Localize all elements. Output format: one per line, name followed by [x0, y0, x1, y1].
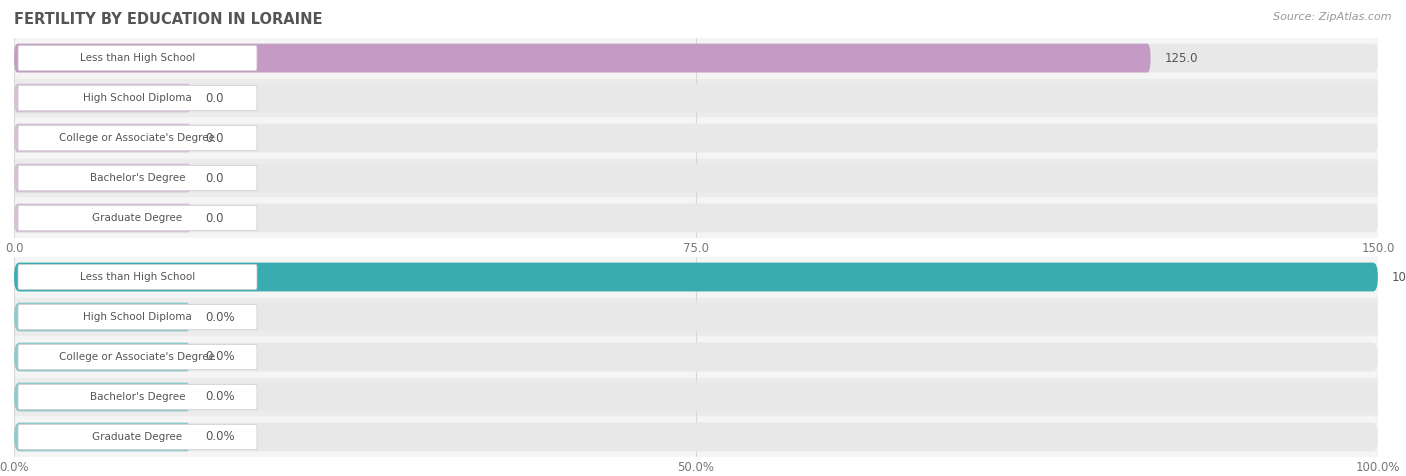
Text: Graduate Degree: Graduate Degree — [93, 213, 183, 223]
FancyBboxPatch shape — [14, 303, 191, 331]
FancyBboxPatch shape — [18, 264, 257, 290]
FancyBboxPatch shape — [14, 84, 1378, 112]
FancyBboxPatch shape — [14, 263, 1378, 291]
Text: 0.0: 0.0 — [205, 171, 224, 185]
FancyBboxPatch shape — [14, 343, 1378, 371]
FancyBboxPatch shape — [14, 124, 1378, 152]
FancyBboxPatch shape — [18, 424, 257, 450]
FancyBboxPatch shape — [14, 263, 1378, 291]
FancyBboxPatch shape — [14, 383, 191, 411]
Text: Graduate Degree: Graduate Degree — [93, 432, 183, 442]
FancyBboxPatch shape — [14, 383, 1378, 411]
FancyBboxPatch shape — [18, 85, 257, 111]
FancyBboxPatch shape — [14, 204, 1378, 232]
FancyBboxPatch shape — [14, 44, 1150, 72]
Text: Less than High School: Less than High School — [80, 53, 195, 63]
FancyBboxPatch shape — [14, 338, 1378, 376]
FancyBboxPatch shape — [14, 298, 1378, 336]
Text: 0.0%: 0.0% — [205, 310, 235, 324]
FancyBboxPatch shape — [14, 39, 1378, 77]
FancyBboxPatch shape — [18, 384, 257, 410]
FancyBboxPatch shape — [14, 303, 1378, 331]
Text: College or Associate's Degree: College or Associate's Degree — [59, 133, 215, 143]
FancyBboxPatch shape — [18, 205, 257, 231]
FancyBboxPatch shape — [14, 199, 1378, 237]
Text: College or Associate's Degree: College or Associate's Degree — [59, 352, 215, 362]
Text: Bachelor's Degree: Bachelor's Degree — [90, 392, 186, 402]
FancyBboxPatch shape — [14, 423, 1378, 451]
Text: High School Diploma: High School Diploma — [83, 93, 191, 103]
FancyBboxPatch shape — [18, 344, 257, 370]
Text: 0.0%: 0.0% — [205, 430, 235, 444]
FancyBboxPatch shape — [14, 164, 191, 192]
FancyBboxPatch shape — [14, 258, 1378, 296]
FancyBboxPatch shape — [14, 204, 191, 232]
Text: High School Diploma: High School Diploma — [83, 312, 191, 322]
Text: Bachelor's Degree: Bachelor's Degree — [90, 173, 186, 183]
FancyBboxPatch shape — [14, 79, 1378, 117]
FancyBboxPatch shape — [18, 304, 257, 330]
FancyBboxPatch shape — [18, 165, 257, 191]
FancyBboxPatch shape — [14, 159, 1378, 197]
Text: 125.0: 125.0 — [1164, 51, 1198, 65]
Text: 0.0%: 0.0% — [205, 390, 235, 404]
FancyBboxPatch shape — [14, 84, 191, 112]
Text: 0.0: 0.0 — [205, 91, 224, 105]
FancyBboxPatch shape — [14, 418, 1378, 456]
FancyBboxPatch shape — [14, 124, 191, 152]
FancyBboxPatch shape — [14, 164, 1378, 192]
FancyBboxPatch shape — [14, 423, 191, 451]
Text: 0.0: 0.0 — [205, 211, 224, 225]
Text: Source: ZipAtlas.com: Source: ZipAtlas.com — [1274, 12, 1392, 22]
Text: 0.0%: 0.0% — [205, 350, 235, 364]
Text: 100.0%: 100.0% — [1392, 270, 1406, 284]
FancyBboxPatch shape — [18, 125, 257, 151]
FancyBboxPatch shape — [14, 378, 1378, 416]
FancyBboxPatch shape — [14, 119, 1378, 157]
Text: FERTILITY BY EDUCATION IN LORAINE: FERTILITY BY EDUCATION IN LORAINE — [14, 12, 322, 27]
Text: 0.0: 0.0 — [205, 131, 224, 145]
FancyBboxPatch shape — [18, 45, 257, 71]
Text: Less than High School: Less than High School — [80, 272, 195, 282]
FancyBboxPatch shape — [14, 44, 1378, 72]
FancyBboxPatch shape — [14, 343, 191, 371]
